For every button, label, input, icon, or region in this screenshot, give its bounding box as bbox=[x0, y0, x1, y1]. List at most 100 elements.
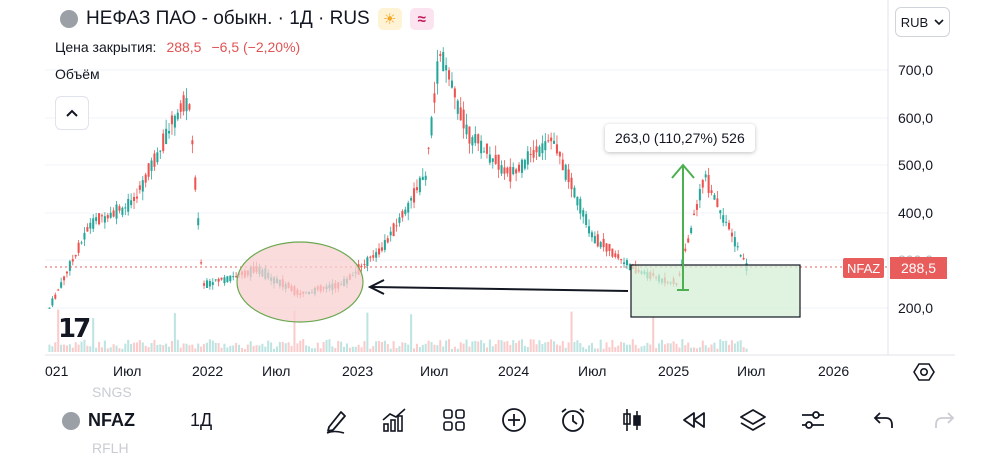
volume-bar bbox=[611, 339, 614, 352]
volume-bar bbox=[375, 341, 378, 352]
volume-bar bbox=[407, 344, 410, 352]
volume-bar bbox=[643, 345, 646, 352]
company-logo-icon bbox=[60, 10, 78, 28]
symbol-switcher[interactable]: NFAZ bbox=[62, 410, 135, 431]
volume-bar bbox=[366, 312, 369, 352]
candle-body bbox=[593, 236, 596, 244]
candle-body bbox=[48, 307, 51, 309]
tradingview-logo-icon[interactable]: 17 bbox=[58, 314, 91, 344]
delayed-data-icon[interactable]: ≈ bbox=[409, 8, 434, 30]
settings-sliders-icon[interactable] bbox=[797, 404, 829, 436]
time-tick: 021 bbox=[45, 363, 69, 379]
volume-bar bbox=[631, 339, 634, 352]
measure-label: 263,0 (110,27%) 526 bbox=[605, 124, 755, 152]
time-tick: Июл bbox=[262, 363, 290, 379]
volume-bar bbox=[701, 340, 704, 352]
volume-bar bbox=[459, 342, 462, 352]
candle-body bbox=[512, 167, 515, 175]
layers-icon[interactable] bbox=[737, 404, 769, 436]
volume-bar bbox=[704, 345, 707, 352]
volume-bar bbox=[728, 344, 731, 352]
axis-settings-icon[interactable] bbox=[912, 360, 936, 384]
candle-body bbox=[462, 109, 465, 129]
volume-bar bbox=[512, 340, 515, 352]
candle-body bbox=[579, 198, 582, 214]
chart-header[interactable]: НЕФАЗ ПАО - обыкн. · 1Д · RUS ☀ ≈ bbox=[60, 8, 434, 30]
time-tick: 2025 bbox=[658, 363, 689, 379]
company-logo-icon bbox=[62, 411, 80, 430]
market-open-sun-icon[interactable]: ☀ bbox=[377, 8, 402, 30]
volume-bar bbox=[63, 344, 66, 352]
candle-body bbox=[217, 278, 220, 282]
candle-body bbox=[205, 280, 208, 288]
volume-bar bbox=[252, 345, 255, 352]
volume-bar bbox=[281, 341, 284, 352]
chart-type-candles-icon[interactable] bbox=[616, 404, 648, 436]
candle-body bbox=[208, 281, 211, 287]
candle-body bbox=[188, 104, 191, 110]
volume-bar bbox=[240, 347, 243, 352]
volume-bar bbox=[605, 342, 608, 352]
volume-bar bbox=[144, 345, 147, 352]
candle-body bbox=[60, 282, 63, 288]
candle-body bbox=[427, 147, 430, 149]
close-label: Цена закрытия: bbox=[55, 39, 157, 55]
volume-bar bbox=[337, 340, 340, 352]
redo-icon[interactable] bbox=[928, 404, 960, 436]
close-legend: Цена закрытия: 288,5 −6,5 (−2,20%) bbox=[55, 39, 300, 55]
candle-body bbox=[488, 154, 491, 163]
symbol-title[interactable]: НЕФАЗ ПАО - обыкн. · 1Д · RUS bbox=[86, 8, 370, 29]
add-plus-icon[interactable] bbox=[498, 404, 530, 436]
candle-body bbox=[477, 134, 480, 144]
candle-body bbox=[611, 248, 614, 257]
volume-bar bbox=[477, 341, 480, 352]
candle-body bbox=[168, 130, 171, 134]
candle-body bbox=[372, 255, 375, 258]
layout-grid-icon[interactable] bbox=[438, 404, 470, 436]
candle-body bbox=[386, 238, 389, 243]
volume-bar bbox=[494, 344, 497, 352]
candle-body bbox=[588, 226, 591, 234]
indicators-icon[interactable] bbox=[378, 404, 410, 436]
volume-legend[interactable]: Объём bbox=[55, 66, 100, 82]
replay-rewind-icon[interactable] bbox=[678, 404, 710, 436]
candle-body bbox=[363, 263, 366, 265]
watchlist-prev-symbol[interactable]: SNGS bbox=[92, 384, 132, 400]
close-change: −6,5 (−2,20%) bbox=[211, 39, 301, 55]
undo-icon[interactable] bbox=[868, 404, 900, 436]
volume-bar bbox=[255, 345, 258, 352]
time-tick: Июл bbox=[113, 363, 141, 379]
candle-body bbox=[739, 255, 742, 257]
candle-body bbox=[407, 202, 410, 213]
volume-bar bbox=[372, 346, 375, 352]
volume-bar bbox=[509, 344, 512, 352]
drawing-pen-icon[interactable] bbox=[320, 404, 352, 436]
symbol-price-tag: NFAZ bbox=[843, 258, 885, 278]
interval-button[interactable]: 1Д bbox=[190, 410, 213, 430]
candle-body bbox=[474, 134, 477, 144]
chart-canvas[interactable]: 700,0 600,0 500,0 400,0 300,0 200,0 021 … bbox=[0, 0, 1000, 390]
alert-clock-icon[interactable] bbox=[557, 404, 589, 436]
candle-body bbox=[80, 242, 83, 244]
volume-bar bbox=[173, 313, 176, 352]
volume-bar bbox=[564, 347, 567, 352]
candle-body bbox=[156, 152, 159, 163]
candle-body bbox=[515, 169, 518, 174]
volume-bars bbox=[48, 309, 748, 352]
volume-bar bbox=[267, 340, 270, 352]
collapse-legend-button[interactable] bbox=[55, 96, 89, 130]
candle-body bbox=[605, 243, 608, 252]
volume-bar bbox=[153, 340, 156, 352]
volume-bar bbox=[71, 347, 74, 352]
candle-body bbox=[719, 210, 722, 214]
currency-select[interactable]: RUB bbox=[895, 7, 950, 37]
volume-bar bbox=[293, 310, 296, 352]
candle-body bbox=[211, 282, 214, 285]
volume-bar bbox=[121, 348, 124, 352]
volume-bar bbox=[535, 344, 538, 352]
volume-bar bbox=[660, 339, 663, 352]
price-tick: 400,0 bbox=[898, 205, 933, 221]
watchlist-next-symbol[interactable]: RFLH bbox=[92, 440, 129, 456]
candle-body bbox=[235, 276, 238, 278]
volume-bar bbox=[582, 347, 585, 352]
